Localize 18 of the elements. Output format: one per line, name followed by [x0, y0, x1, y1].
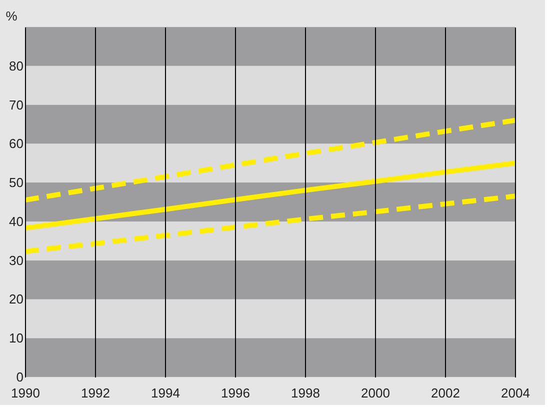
y-tick-label: 70 [9, 97, 24, 112]
x-tick-label: 1996 [221, 386, 250, 400]
x-tick-label: 2000 [361, 386, 390, 400]
y-tick-label: 0 [16, 370, 24, 384]
y-tick-label: 40 [9, 214, 24, 229]
x-tick-label: 1998 [291, 386, 320, 400]
y-tick-label: 30 [9, 252, 24, 268]
x-tick-label: 2004 [501, 386, 530, 400]
y-tick-label: 80 [9, 58, 24, 74]
x-tick-label: 1990 [11, 386, 40, 400]
y-tick-label: 50 [9, 175, 24, 190]
x-tick-label: 1994 [151, 386, 180, 400]
y-tick-label: 20 [9, 292, 24, 307]
y-tick-label: 10 [9, 330, 24, 346]
x-tick-label: 1992 [81, 386, 110, 400]
x-tick-label: 2002 [431, 386, 460, 400]
y-tick-label: 60 [9, 136, 24, 152]
y-axis-title: % [6, 8, 18, 24]
